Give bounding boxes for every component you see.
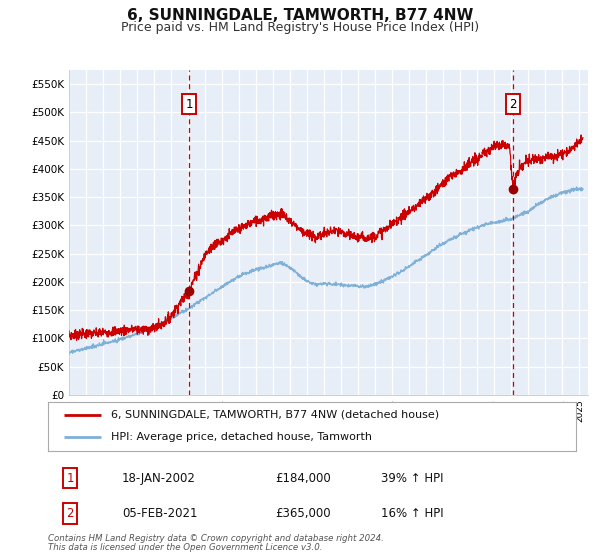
- Text: 2: 2: [67, 507, 74, 520]
- Text: 16% ↑ HPI: 16% ↑ HPI: [380, 507, 443, 520]
- Text: 1: 1: [185, 97, 193, 111]
- Text: 6, SUNNINGDALE, TAMWORTH, B77 4NW (detached house): 6, SUNNINGDALE, TAMWORTH, B77 4NW (detac…: [112, 410, 439, 420]
- Text: This data is licensed under the Open Government Licence v3.0.: This data is licensed under the Open Gov…: [48, 543, 323, 552]
- Text: HPI: Average price, detached house, Tamworth: HPI: Average price, detached house, Tamw…: [112, 432, 373, 442]
- Text: 1: 1: [67, 472, 74, 485]
- Text: Contains HM Land Registry data © Crown copyright and database right 2024.: Contains HM Land Registry data © Crown c…: [48, 534, 384, 543]
- Text: 2: 2: [509, 97, 517, 111]
- Text: 6, SUNNINGDALE, TAMWORTH, B77 4NW: 6, SUNNINGDALE, TAMWORTH, B77 4NW: [127, 8, 473, 24]
- Text: £184,000: £184,000: [275, 472, 331, 485]
- Text: £365,000: £365,000: [275, 507, 331, 520]
- Text: 18-JAN-2002: 18-JAN-2002: [122, 472, 196, 485]
- Text: 05-FEB-2021: 05-FEB-2021: [122, 507, 197, 520]
- Text: Price paid vs. HM Land Registry's House Price Index (HPI): Price paid vs. HM Land Registry's House …: [121, 21, 479, 34]
- Text: 39% ↑ HPI: 39% ↑ HPI: [380, 472, 443, 485]
